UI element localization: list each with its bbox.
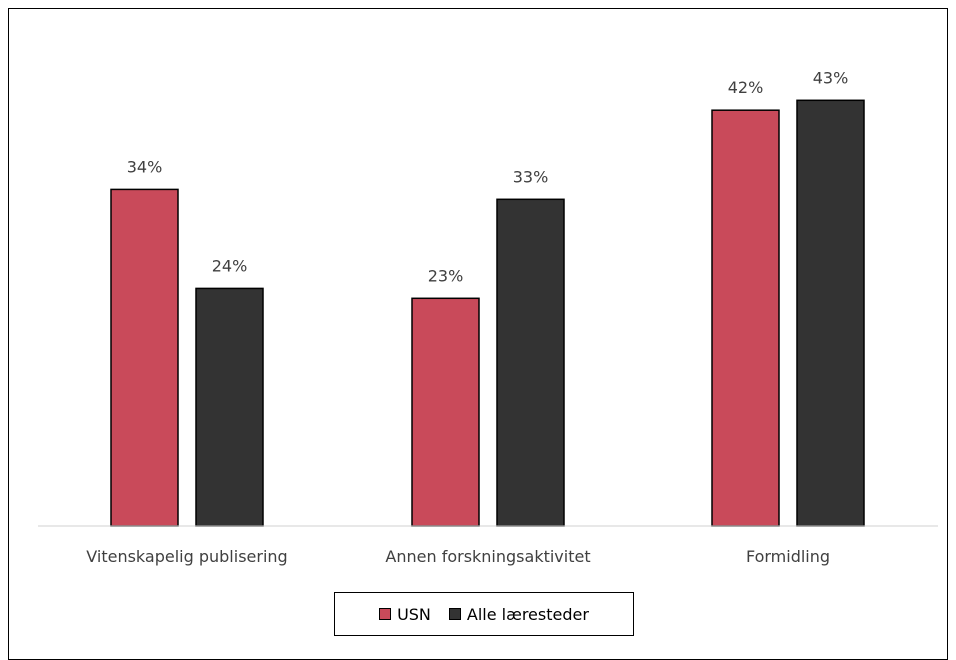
bar-alle-laeresteder-formidling xyxy=(796,99,865,527)
bar-usn-formidling xyxy=(711,109,780,527)
legend-label-usn: USN xyxy=(397,604,431,624)
legend: USN Alle læresteder xyxy=(334,592,634,636)
legend-label-alle-laeresteder: Alle læresteder xyxy=(466,604,589,624)
bar-usn-annen-forskningsaktivitet xyxy=(411,297,480,527)
category-label-vitenskapelig-publisering: Vitenskapelig publisering xyxy=(86,547,287,566)
legend-swatch-alle-laeresteder xyxy=(448,608,461,620)
legend-item-alle-laeresteder: Alle læresteder xyxy=(448,604,589,624)
legend-item-usn: USN xyxy=(379,605,431,624)
data-label-alle-laeresteder-vitenskapelig-publisering: 24% xyxy=(212,256,248,275)
bar-alle-laeresteder-annen-forskningsaktivitet xyxy=(496,198,565,527)
bar-alle-laeresteder-vitenskapelig-publisering xyxy=(195,287,264,527)
category-label-formidling: Formidling xyxy=(746,547,830,566)
category-label-annen-forskningsaktivitet: Annen forskningsaktivitet xyxy=(385,547,590,566)
data-label-usn-annen-forskningsaktivitet: 23% xyxy=(428,266,464,285)
data-label-alle-laeresteder-annen-forskningsaktivitet: 33% xyxy=(513,167,549,186)
data-label-alle-laeresteder-formidling: 43% xyxy=(813,68,849,87)
data-label-usn-vitenskapelig-publisering: 34% xyxy=(127,157,163,176)
legend-swatch-usn xyxy=(379,608,392,620)
data-label-usn-formidling: 42% xyxy=(728,78,764,97)
bar-usn-vitenskapelig-publisering xyxy=(110,188,179,527)
bar-chart: 34% 24% Vitenskapelig publisering 23% 33% Ann… xyxy=(38,68,938,566)
